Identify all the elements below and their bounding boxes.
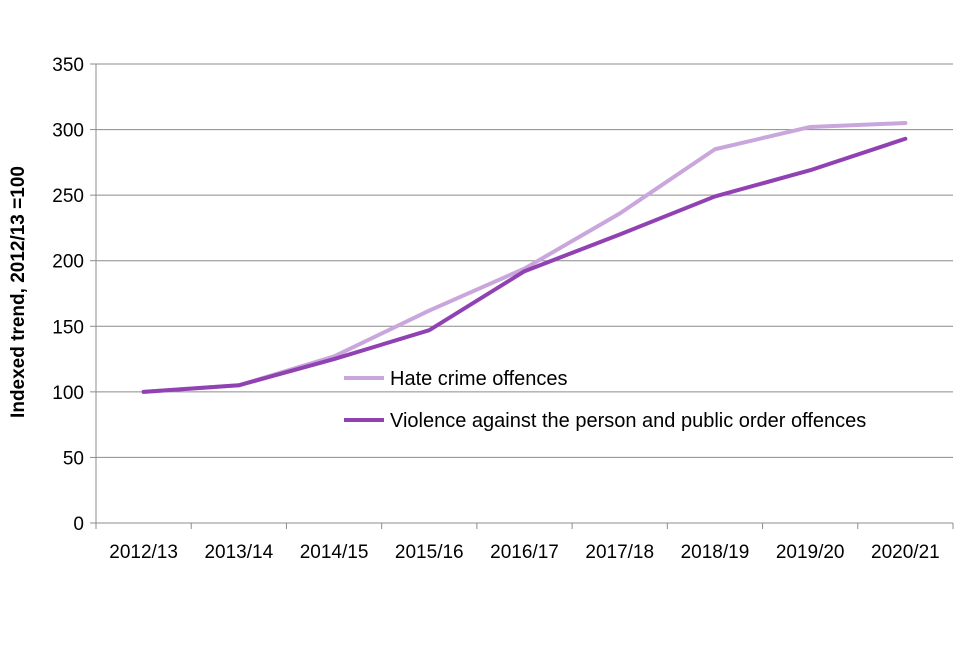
series-line-1: [141, 121, 908, 394]
legend: Hate crime offences Violence against the …: [344, 368, 866, 432]
legend-label: Violence against the person and public o…: [390, 410, 866, 432]
x-tick-label: 2020/21: [871, 542, 940, 563]
y-tick-label: 50: [63, 448, 84, 469]
x-tick-label: 2016/17: [490, 542, 559, 563]
x-tick-label: 2018/19: [681, 542, 750, 563]
x-tick-label: 2014/15: [300, 542, 369, 563]
y-tick-labels: 0 50 100 150 200 250 300 350: [52, 55, 84, 535]
x-tick-label: 2019/20: [776, 542, 845, 563]
x-tick-label: 2012/13: [109, 542, 178, 563]
x-tick-label: 2013/14: [204, 542, 273, 563]
y-tick-label: 350: [52, 55, 84, 76]
y-tick-label: 250: [52, 186, 84, 207]
y-tick-label: 200: [52, 252, 84, 273]
series-lines: [141, 121, 908, 394]
x-tick-label: 2017/18: [585, 542, 654, 563]
y-tick-label: 300: [52, 121, 84, 142]
axes: [90, 63, 954, 529]
series-line-2: [141, 136, 908, 394]
x-tick-label: 2015/16: [395, 542, 464, 563]
y-tick-label: 100: [52, 383, 84, 404]
legend-label: Hate crime offences: [390, 368, 568, 390]
y-tick-label: 0: [73, 514, 84, 535]
gridlines: [96, 63, 953, 458]
x-tick-labels: 2012/13 2013/14 2014/15 2015/16 2016/17 2017/…: [109, 542, 939, 563]
y-axis-label: Indexed trend, 2012/13 =100: [8, 166, 29, 418]
y-tick-label: 150: [52, 317, 84, 338]
